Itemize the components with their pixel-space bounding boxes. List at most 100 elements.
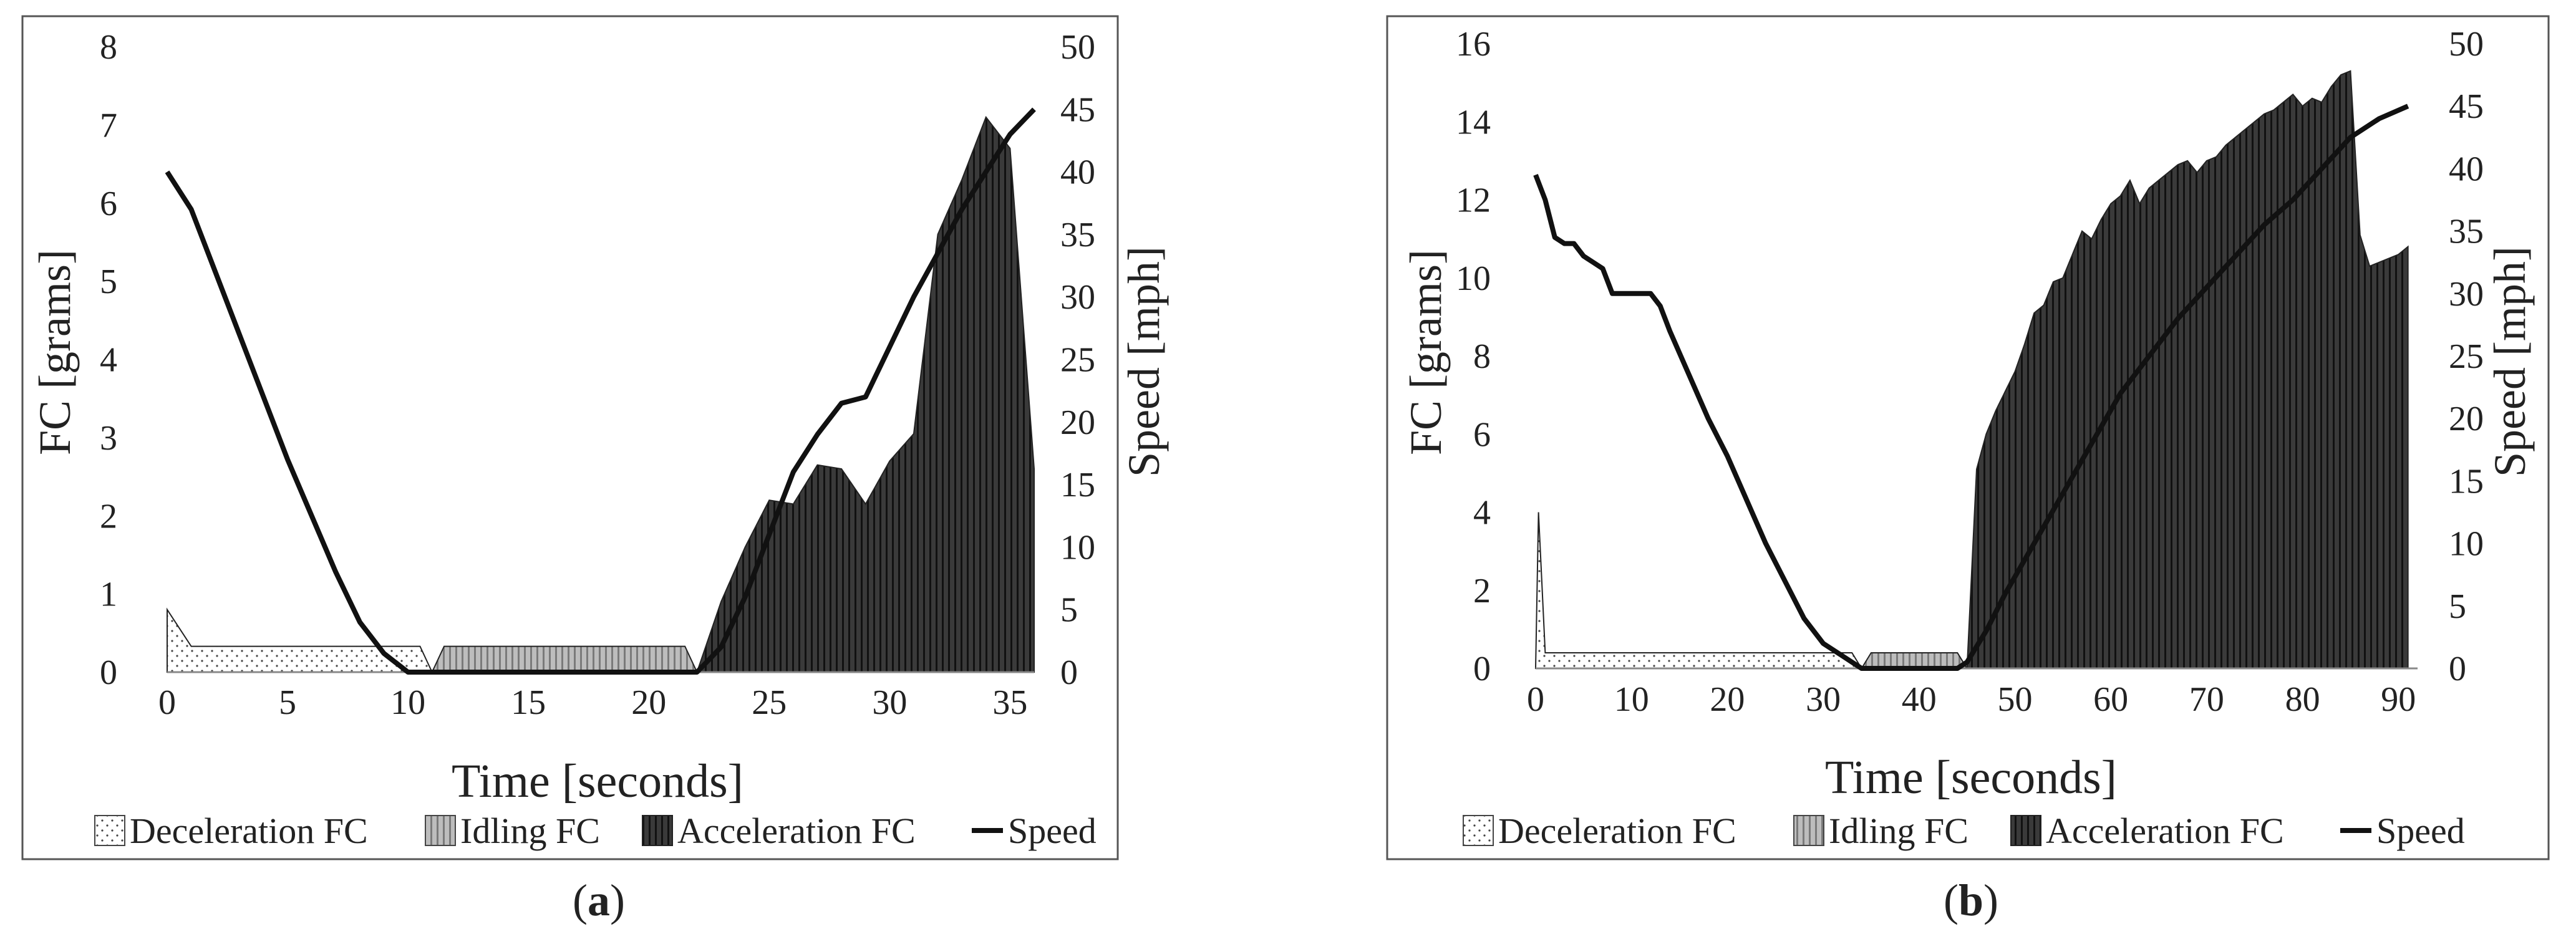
y-right-tick-label: 45	[2449, 87, 2484, 126]
x-tick-label: 20	[631, 683, 666, 722]
y-left-tick-label: 1	[100, 575, 117, 614]
panel-label-letter: a	[588, 875, 610, 925]
legend-swatch-acceleration	[2010, 815, 2041, 846]
y-left-tick-label: 6	[1473, 415, 1491, 454]
legend-label-speed: Speed	[1008, 811, 1097, 851]
speed-line	[1533, 104, 2409, 671]
x-tick-label: 30	[872, 683, 907, 722]
y-right-tick-label: 15	[1060, 466, 1095, 504]
y-left-tick-label: 7	[100, 106, 117, 145]
y-right-tick-label: 0	[1060, 653, 1078, 692]
y-right-tick-label: 50	[2449, 25, 2484, 64]
legend: Deceleration FC Idling FC Acceleration F…	[94, 811, 1097, 851]
y-left-tick-label: 8	[100, 28, 117, 67]
y-right-tick-label: 40	[2449, 150, 2484, 188]
y-axis-right-label: Speed [mph]	[2485, 246, 2535, 477]
x-tick-labels: 0 10 20 30 40 50 60 70 80 90	[1527, 680, 2416, 719]
x-tick-label: 0	[1527, 680, 1544, 719]
legend-label-deceleration: Deceleration FC	[1498, 811, 1736, 851]
x-tick-label: 60	[2093, 680, 2128, 719]
y-left-tick-label: 0	[100, 653, 117, 692]
y-left-tick-label: 3	[100, 419, 117, 458]
x-axis-label: Time [seconds]	[452, 755, 743, 807]
y-right-tick-label: 5	[1060, 591, 1078, 630]
x-tick-label: 0	[158, 683, 176, 722]
y-left-tick-label: 4	[1473, 494, 1491, 532]
x-tick-label: 90	[2381, 680, 2416, 719]
x-tick-label: 50	[1997, 680, 2032, 719]
y-right-tick-label: 10	[2449, 525, 2484, 564]
area-acceleration-fc	[696, 115, 1035, 673]
legend-label-acceleration: Acceleration FC	[2046, 811, 2284, 851]
panel-label: (a)	[573, 875, 625, 925]
legend-swatch-idling	[425, 815, 456, 846]
y-right-tick-label: 15	[2449, 462, 2484, 501]
x-axis-label: Time [seconds]	[1825, 751, 2117, 804]
x-tick-label: 20	[1710, 680, 1745, 719]
legend-swatch-deceleration	[94, 815, 125, 846]
legend-label-idling: Idling FC	[460, 811, 600, 851]
y-right-tick-label: 20	[2449, 400, 2484, 438]
y-right-tick-label: 25	[2449, 337, 2484, 376]
area-deceleration-fc	[1534, 512, 1863, 669]
y-right-tick-label: 45	[1060, 90, 1095, 129]
x-tick-label: 25	[752, 683, 787, 722]
x-tick-label: 15	[511, 683, 546, 722]
legend-swatch-acceleration	[642, 815, 673, 846]
area-acceleration-fc	[1966, 70, 2409, 669]
y-axis-left-label: FC [grams]	[30, 249, 80, 455]
x-tick-label: 40	[1902, 680, 1937, 719]
y-right-tick-label: 30	[2449, 275, 2484, 314]
panel-label-letter: b	[1959, 875, 1983, 925]
legend: Deceleration FC Idling FC Acceleration F…	[1463, 811, 2465, 851]
legend-swatch-idling	[1793, 815, 1824, 846]
legend-label-idling: Idling FC	[1829, 811, 1968, 851]
y-right-tick-labels: 0 5 10 15 20 25 30 35 40 45 50	[2449, 25, 2484, 688]
x-tick-label: 10	[390, 683, 425, 722]
legend-label-deceleration: Deceleration FC	[130, 811, 368, 851]
y-right-tick-label: 35	[1060, 216, 1095, 254]
fc-areas	[167, 115, 1035, 673]
y-axis-right-label: Speed [mph]	[1119, 246, 1169, 477]
x-tick-label: 10	[1614, 680, 1649, 719]
area-idling-fc	[431, 645, 699, 673]
y-right-tick-label: 35	[2449, 213, 2484, 251]
y-left-tick-label: 16	[1456, 25, 1491, 64]
y-right-tick-label: 40	[1060, 153, 1095, 192]
y-right-tick-label: 10	[1060, 528, 1095, 567]
x-tick-label: 80	[2285, 680, 2320, 719]
y-left-tick-label: 10	[1456, 259, 1491, 298]
legend-label-acceleration: Acceleration FC	[677, 811, 916, 851]
chart-frame	[21, 15, 1119, 860]
x-tick-labels: 0 5 10 15 20 25 30 35	[158, 683, 1027, 722]
y-left-tick-label: 2	[100, 497, 117, 536]
legend-swatch-deceleration	[1463, 815, 1494, 846]
speed-line	[165, 107, 1036, 675]
fc-areas	[1534, 70, 2409, 669]
y-right-tick-label: 20	[1060, 403, 1095, 442]
legend-label-speed: Speed	[2376, 811, 2465, 851]
y-left-tick-label: 14	[1456, 103, 1491, 142]
y-left-tick-labels: 0 1 2 3 4 5 6 7 8	[100, 28, 117, 692]
panel-label: (b)	[1944, 875, 1998, 925]
y-left-tick-label: 6	[100, 185, 117, 223]
x-tick-label: 35	[992, 683, 1027, 722]
x-tick-label: 30	[1806, 680, 1841, 719]
y-left-tick-label: 2	[1473, 572, 1491, 610]
y-right-tick-label: 50	[1060, 28, 1095, 67]
x-tick-label: 5	[279, 683, 296, 722]
chart-panel-b: 0 10 20 30 40 50 60 70 80 90 0 2 4 6 8 10 12 14 16 0 5 10 15…	[1386, 15, 2550, 925]
y-left-tick-label: 12	[1456, 181, 1491, 220]
chart-frame	[1386, 15, 2550, 860]
x-tick-label: 70	[2189, 680, 2224, 719]
y-axis-left-label: FC [grams]	[1401, 249, 1451, 455]
y-right-tick-label: 30	[1060, 278, 1095, 317]
y-left-tick-label: 8	[1473, 337, 1491, 376]
y-left-tick-label: 4	[100, 341, 117, 380]
y-right-tick-label: 0	[2449, 650, 2466, 688]
y-left-tick-labels: 0 2 4 6 8 10 12 14 16	[1456, 25, 1491, 688]
y-left-tick-label: 5	[100, 262, 117, 301]
y-right-tick-label: 25	[1060, 341, 1095, 380]
